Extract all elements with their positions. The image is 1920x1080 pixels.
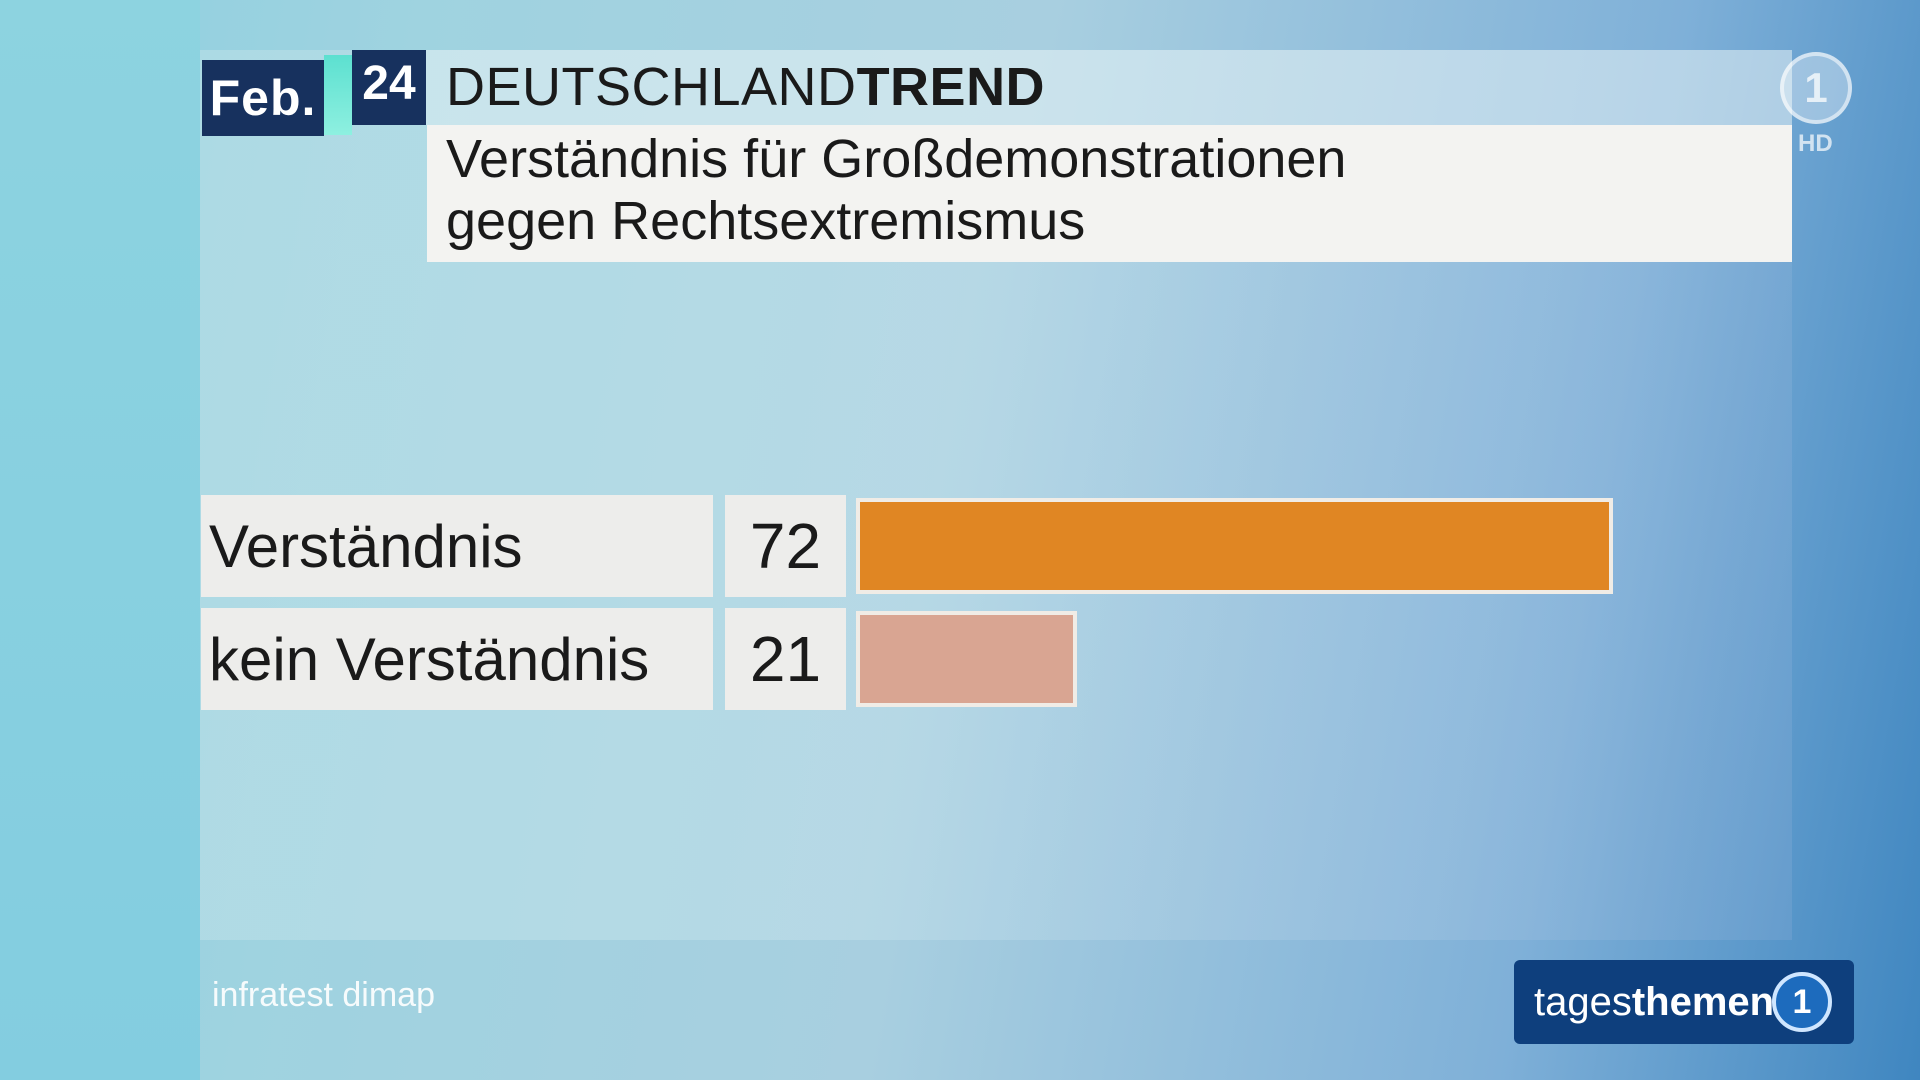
source-credit: infratest dimap	[212, 976, 435, 1014]
brand-title-bold: TREND	[856, 57, 1046, 117]
chart-title-box	[427, 125, 1792, 262]
date-accent-stripe	[324, 55, 352, 135]
brand-title-light: DEUTSCHLAND	[446, 57, 857, 117]
chart-title-line-1: Verständnis für Großdemonstrationen	[446, 129, 1347, 189]
show-name-light: tages	[1534, 979, 1632, 1024]
bar-category-label: Verständnis	[201, 495, 713, 597]
date-year-badge: 24	[352, 50, 426, 125]
chart-title-line-2: gegen Rechtsextremismus	[446, 191, 1086, 251]
bar-value-label: 72	[725, 495, 846, 597]
date-month-badge: Feb.	[202, 60, 324, 136]
channel-one-logo-icon: 1	[1780, 52, 1852, 124]
bar	[856, 611, 1077, 707]
bar	[856, 498, 1613, 594]
bar-category-label: kein Verständnis	[201, 608, 713, 710]
show-badge: tagesthemen 1	[1514, 960, 1854, 1044]
show-name-bold: themen	[1631, 979, 1775, 1024]
show-logo-icon: 1	[1772, 972, 1832, 1032]
left-background-strip	[0, 0, 200, 1080]
brand-title: DEUTSCHLANDTREND	[446, 56, 1045, 118]
show-name: tagesthemen	[1534, 980, 1774, 1025]
header-band	[425, 50, 1792, 125]
hd-label: HD	[1798, 130, 1833, 157]
bar-value-label: 21	[725, 608, 846, 710]
